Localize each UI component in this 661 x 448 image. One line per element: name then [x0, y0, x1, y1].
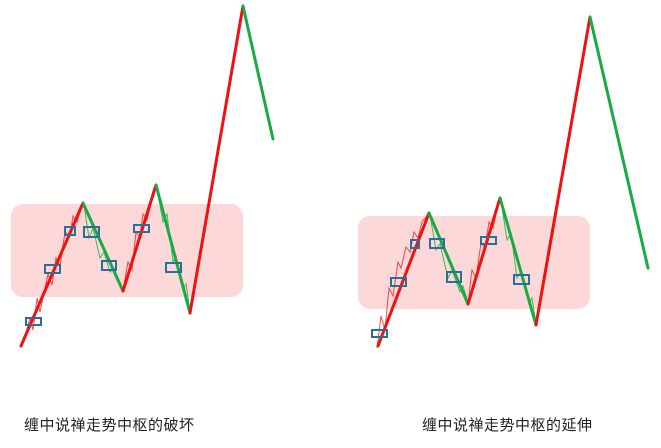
down-stroke	[427, 211, 470, 306]
sub-pivot-box	[429, 238, 445, 249]
caption-right: 缠中说禅走势中枢的延伸	[422, 416, 593, 434]
up-stroke	[376, 211, 431, 348]
sub-pivot-box	[446, 271, 462, 283]
right-diagram-pivot-extension	[358, 15, 650, 349]
down-stroke	[588, 15, 650, 270]
down-stroke	[241, 4, 275, 141]
up-stroke	[188, 4, 245, 315]
down-stroke	[154, 183, 192, 315]
sub-pivot-box	[44, 264, 61, 274]
caption-left: 缠中说禅走势中枢的破坏	[24, 416, 195, 434]
sub-pivot-box	[410, 239, 420, 249]
sub-pivot-box	[83, 226, 100, 238]
sub-pivot-box	[480, 236, 497, 245]
sub-pivot-box	[371, 329, 388, 338]
up-stroke	[121, 183, 158, 293]
sub-pivot-box	[165, 262, 182, 273]
sub-pivot-box	[25, 317, 42, 326]
up-stroke	[466, 196, 502, 306]
left-diagram-pivot-breakdown	[11, 4, 275, 348]
up-stroke	[534, 15, 592, 327]
sub-pivot-box	[101, 260, 117, 271]
down-stroke	[498, 196, 538, 327]
sub-pivot-box	[513, 274, 530, 285]
sub-pivot-box	[133, 224, 150, 233]
down-stroke	[81, 201, 125, 293]
sub-pivot-box	[390, 277, 407, 287]
sub-pivot-box	[64, 226, 76, 236]
